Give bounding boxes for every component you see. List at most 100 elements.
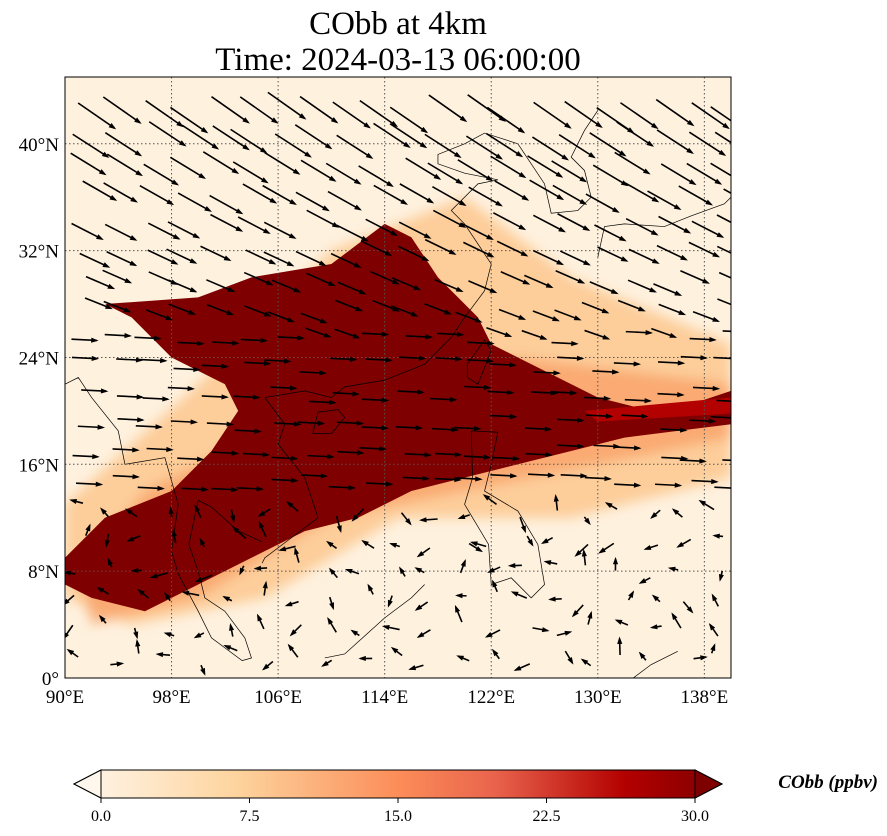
wind-vector bbox=[651, 327, 678, 338]
title-line-1: CObb at 4km bbox=[309, 6, 487, 42]
wind-vector bbox=[270, 385, 298, 391]
wind-vector bbox=[557, 355, 585, 361]
wind-vector bbox=[658, 360, 686, 366]
wind-vector bbox=[688, 131, 727, 157]
wind-vector bbox=[70, 152, 107, 176]
wind-vector bbox=[399, 566, 406, 577]
wind-vector bbox=[104, 131, 143, 157]
wind-vector bbox=[486, 327, 513, 338]
wind-vector bbox=[585, 193, 620, 213]
wind-vector bbox=[722, 459, 731, 462]
wind-vector bbox=[81, 388, 109, 394]
wind-vector bbox=[264, 358, 292, 364]
wind-vector bbox=[548, 596, 562, 602]
wind-vector bbox=[431, 427, 460, 433]
wind-vector bbox=[617, 636, 623, 656]
wind-vector bbox=[552, 184, 588, 205]
cobb-plume bbox=[65, 223, 731, 612]
wind-vector bbox=[245, 249, 277, 265]
wind-vector bbox=[655, 98, 695, 127]
wind-vector bbox=[693, 655, 708, 661]
wind-vector bbox=[116, 357, 144, 363]
wind-vector bbox=[145, 309, 174, 321]
wind-vector bbox=[211, 96, 250, 124]
wind-vector bbox=[457, 159, 494, 182]
wind-vector bbox=[274, 421, 302, 427]
wind-vector bbox=[416, 629, 431, 638]
wind-vector bbox=[135, 639, 141, 654]
wind-vector bbox=[658, 303, 687, 316]
wind-vector bbox=[344, 568, 360, 575]
wind-vector bbox=[592, 369, 620, 375]
wind-vector bbox=[583, 395, 612, 401]
wind-vector bbox=[327, 190, 362, 211]
x-tick-label: 106°E bbox=[254, 687, 302, 708]
wind-vector bbox=[468, 542, 483, 553]
wind-vector bbox=[711, 593, 720, 607]
wind-vector bbox=[467, 340, 495, 346]
colorbar-tick-label: 30.0 bbox=[681, 808, 709, 825]
wind-vector bbox=[133, 627, 139, 640]
wind-vector bbox=[100, 507, 109, 518]
wind-vector bbox=[491, 648, 500, 660]
wind-vector bbox=[237, 216, 271, 234]
x-tick-label: 138°E bbox=[681, 687, 729, 708]
wind-vector bbox=[529, 179, 565, 201]
wind-vector bbox=[435, 451, 463, 458]
wind-vector bbox=[274, 133, 312, 158]
wind-vector bbox=[716, 399, 731, 402]
wind-vector bbox=[594, 224, 627, 242]
wind-vector bbox=[142, 396, 170, 402]
wind-vector bbox=[490, 413, 518, 420]
wind-vector bbox=[244, 360, 272, 366]
wind-vector bbox=[560, 473, 588, 479]
wind-vector bbox=[395, 425, 424, 431]
wind-vector bbox=[658, 215, 692, 234]
wind-vector bbox=[337, 450, 365, 456]
wind-vector bbox=[612, 556, 619, 571]
wind-vector bbox=[336, 134, 374, 159]
wind-vector bbox=[242, 452, 271, 458]
wind-vector bbox=[469, 541, 487, 548]
wind-vector bbox=[660, 163, 697, 186]
wind-vector bbox=[330, 356, 358, 362]
wind-vector bbox=[710, 643, 716, 654]
wind-vector bbox=[230, 128, 268, 154]
wind-vector bbox=[168, 506, 174, 518]
y-tick-label: 8°N bbox=[28, 562, 59, 583]
wind-vector bbox=[107, 557, 113, 568]
wind-vector bbox=[233, 394, 261, 400]
wind-vector bbox=[437, 331, 465, 338]
wind-vector bbox=[69, 499, 84, 505]
wind-vector bbox=[289, 624, 302, 637]
wind-vector bbox=[267, 91, 307, 120]
wind-vector bbox=[335, 299, 364, 312]
wind-vector bbox=[199, 537, 206, 548]
wind-vector bbox=[692, 385, 721, 392]
wind-vector bbox=[583, 516, 591, 526]
wind-vector bbox=[554, 309, 582, 321]
coastline-4 bbox=[597, 196, 731, 258]
wind-vector bbox=[286, 500, 299, 512]
wind-vector bbox=[691, 478, 719, 485]
wind-vector bbox=[625, 217, 659, 236]
wind-vector bbox=[397, 389, 425, 395]
wind-vector bbox=[455, 476, 483, 482]
wind-vector bbox=[434, 278, 464, 293]
wind-vector bbox=[307, 454, 335, 460]
wind-vector bbox=[264, 151, 301, 175]
wind-vector bbox=[676, 538, 692, 548]
wind-vector bbox=[651, 594, 661, 603]
wind-vector bbox=[137, 588, 150, 599]
wind-vector bbox=[365, 218, 399, 237]
wind-vector bbox=[621, 413, 649, 419]
wind-vector bbox=[390, 305, 419, 317]
wind-vector bbox=[521, 329, 548, 340]
wind-vector bbox=[125, 508, 138, 518]
wind-vector bbox=[328, 596, 335, 611]
wind-vector bbox=[167, 385, 196, 392]
wind-vector bbox=[679, 458, 707, 464]
wind-vector bbox=[461, 222, 494, 241]
wind-vector bbox=[330, 252, 362, 268]
wind-vector bbox=[84, 297, 113, 310]
